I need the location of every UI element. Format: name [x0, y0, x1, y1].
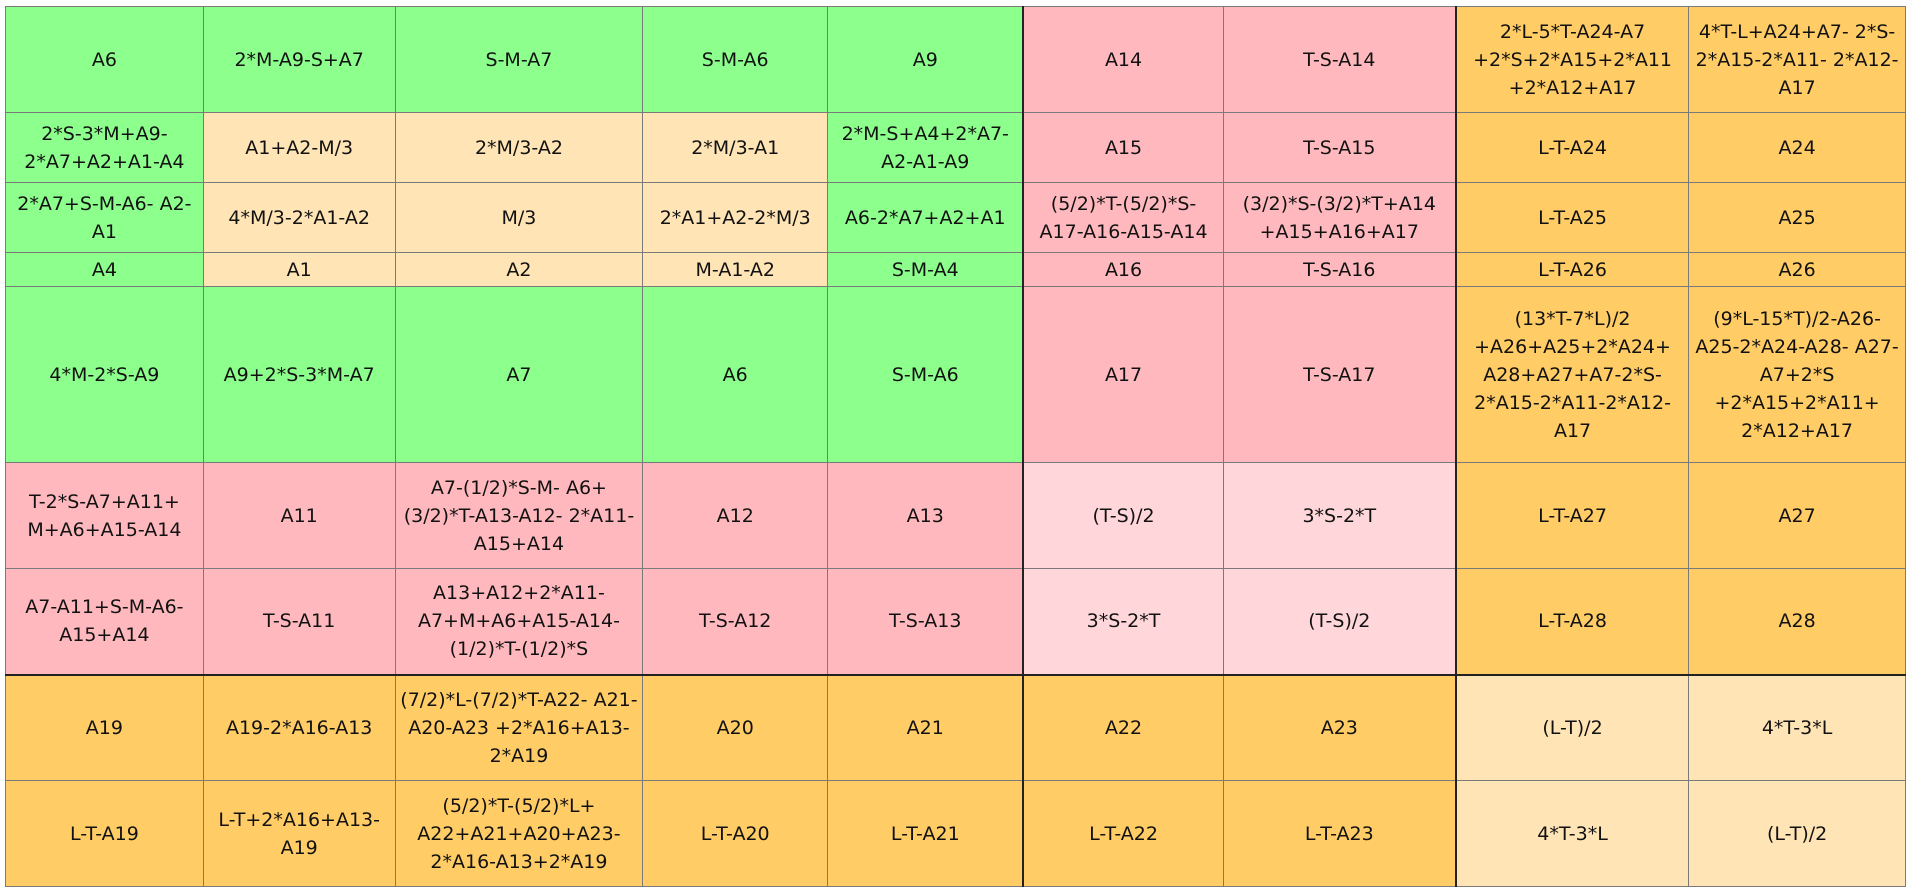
- grid-cell[interactable]: A12: [642, 462, 829, 569]
- table-row: 2*A7+S-M-A6- A2-A1 4*M/3-2*A1-A2 M/3 2*A1+A…: [5, 182, 1906, 253]
- grid-cell[interactable]: 2*M/3-A2: [394, 112, 644, 183]
- grid-cell[interactable]: (7/2)*L-(7/2)*T-A22- A21-A20-A23 +2*A16+…: [394, 673, 644, 781]
- grid-cell[interactable]: A6: [5, 6, 204, 113]
- table-row: A4 A1 A2 M-A1-A2 S-M-A4 A16 T-S-A16 L-T-A26 A26: [5, 252, 1906, 287]
- grid-cell[interactable]: A1+A2-M/3: [202, 112, 396, 183]
- grid-cell[interactable]: L-T-A22: [1022, 780, 1224, 887]
- grid-cell[interactable]: A16: [1022, 252, 1224, 287]
- grid-cell[interactable]: 3*S-2*T: [1022, 568, 1224, 675]
- grid-cell[interactable]: T-S-A15: [1222, 112, 1457, 183]
- grid-cell[interactable]: A23: [1222, 673, 1457, 781]
- grid-cell[interactable]: 2*A7+S-M-A6- A2-A1: [5, 182, 204, 253]
- formula-grid: A6 2*M-A9-S+A7 S-M-A7 S-M-A6 A9 A14 T-S-A14 2*L…: [5, 6, 1906, 887]
- table-row: A6 2*M-A9-S+A7 S-M-A7 S-M-A6 A9 A14 T-S-A14 2*L…: [5, 6, 1906, 113]
- grid-cell[interactable]: M/3: [394, 182, 644, 253]
- grid-cell[interactable]: A21: [827, 673, 1024, 781]
- grid-cell[interactable]: A13+A12+2*A11- A7+M+A6+A15-A14- (1/2)*T-…: [394, 568, 644, 675]
- grid-cell[interactable]: L-T+2*A16+A13- A19: [202, 780, 396, 887]
- grid-cell[interactable]: 4*T-3*L: [1688, 673, 1906, 781]
- grid-cell[interactable]: S-M-A7: [394, 6, 644, 113]
- grid-cell[interactable]: A27: [1688, 462, 1906, 569]
- grid-cell[interactable]: L-T-A27: [1454, 462, 1690, 569]
- grid-cell[interactable]: (13*T-7*L)/2 +A26+A25+2*A24+ A28+A27+A7-…: [1454, 286, 1690, 463]
- grid-cell[interactable]: 2*S-3*M+A9- 2*A7+A2+A1-A4: [5, 112, 204, 183]
- grid-cell[interactable]: 2*M/3-A1: [642, 112, 829, 183]
- table-row: 2*S-3*M+A9- 2*A7+A2+A1-A4 A1+A2-M/3 2*M/3-…: [5, 112, 1906, 183]
- grid-cell[interactable]: L-T-A21: [827, 780, 1024, 887]
- table-row: T-2*S-A7+A11+ M+A6+A15-A14 A11 A7-(1/2)*S-…: [5, 462, 1906, 569]
- table-row: A7-A11+S-M-A6- A15+A14 T-S-A11 A13+A12+2*A…: [5, 568, 1906, 675]
- grid-cell[interactable]: (L-T)/2: [1688, 780, 1906, 887]
- grid-cell[interactable]: 2*M-A9-S+A7: [202, 6, 396, 113]
- grid-cell[interactable]: 4*M/3-2*A1-A2: [202, 182, 396, 253]
- grid-cell[interactable]: (5/2)*T-(5/2)*L+ A22+A21+A20+A23- 2*A16-…: [394, 780, 644, 887]
- grid-cell[interactable]: L-T-A19: [5, 780, 204, 887]
- grid-cell[interactable]: A24: [1688, 112, 1906, 183]
- grid-cell[interactable]: A17: [1022, 286, 1224, 463]
- grid-cell[interactable]: A7-A11+S-M-A6- A15+A14: [5, 568, 204, 675]
- grid-cell[interactable]: A26: [1688, 252, 1906, 287]
- grid-cell[interactable]: A15: [1022, 112, 1224, 183]
- grid-cell[interactable]: A28: [1688, 568, 1906, 675]
- grid-cell[interactable]: (3/2)*S-(3/2)*T+A14 +A15+A16+A17: [1222, 182, 1457, 253]
- grid-cell[interactable]: (9*L-15*T)/2-A26- A25-2*A24-A28- A27-A7+…: [1688, 286, 1906, 463]
- grid-cell[interactable]: A19: [5, 673, 204, 781]
- table-row: L-T-A19 L-T+2*A16+A13- A19 (5/2)*T-(5/2)*L…: [5, 780, 1906, 887]
- grid-cell[interactable]: (L-T)/2: [1454, 673, 1690, 781]
- grid-cell[interactable]: T-2*S-A7+A11+ M+A6+A15-A14: [5, 462, 204, 569]
- grid-cell[interactable]: L-T-A28: [1454, 568, 1690, 675]
- grid-cell[interactable]: 2*L-5*T-A24-A7 +2*S+2*A15+2*A11 +2*A12+A…: [1454, 6, 1690, 113]
- grid-cell[interactable]: M-A1-A2: [642, 252, 829, 287]
- grid-cell[interactable]: A13: [827, 462, 1024, 569]
- grid-cell[interactable]: A7-(1/2)*S-M- A6+(3/2)*T-A13-A12- 2*A11-…: [394, 462, 644, 569]
- grid-cell[interactable]: T-S-A13: [827, 568, 1024, 675]
- table-row: 4*M-2*S-A9 A9+2*S-3*M-A7 A7 A6 S-M-A6 A17 T-S-…: [5, 286, 1906, 463]
- grid-cell[interactable]: S-M-A6: [827, 286, 1024, 463]
- grid-cell[interactable]: A6-2*A7+A2+A1: [827, 182, 1024, 253]
- grid-cell[interactable]: T-S-A12: [642, 568, 829, 675]
- grid-cell[interactable]: L-T-A24: [1454, 112, 1690, 183]
- grid-cell[interactable]: L-T-A26: [1454, 252, 1690, 287]
- grid-cell[interactable]: T-S-A17: [1222, 286, 1457, 463]
- grid-cell[interactable]: A7: [394, 286, 644, 463]
- grid-cell[interactable]: T-S-A11: [202, 568, 396, 675]
- grid-cell[interactable]: A11: [202, 462, 396, 569]
- grid-cell[interactable]: A1: [202, 252, 396, 287]
- grid-cell[interactable]: A6: [642, 286, 829, 463]
- grid-cell[interactable]: 4*M-2*S-A9: [5, 286, 204, 463]
- grid-cell[interactable]: 2*M-S+A4+2*A7- A2-A1-A9: [827, 112, 1024, 183]
- grid-cell[interactable]: A20: [642, 673, 829, 781]
- grid-cell[interactable]: (T-S)/2: [1022, 462, 1224, 569]
- grid-cell[interactable]: 4*T-L+A24+A7- 2*S-2*A15-2*A11- 2*A12-A17: [1688, 6, 1906, 113]
- grid-cell[interactable]: L-T-A20: [642, 780, 829, 887]
- grid-cell[interactable]: A14: [1022, 6, 1224, 113]
- grid-cell[interactable]: A19-2*A16-A13: [202, 673, 396, 781]
- table-row: A19 A19-2*A16-A13 (7/2)*L-(7/2)*T-A22- A21…: [5, 673, 1906, 781]
- grid-cell[interactable]: 3*S-2*T: [1222, 462, 1457, 569]
- grid-cell[interactable]: S-M-A4: [827, 252, 1024, 287]
- grid-cell[interactable]: S-M-A6: [642, 6, 829, 113]
- grid-cell[interactable]: 2*A1+A2-2*M/3: [642, 182, 829, 253]
- grid-cell[interactable]: A9: [827, 6, 1024, 113]
- grid-cell[interactable]: T-S-A16: [1222, 252, 1457, 287]
- grid-cell[interactable]: T-S-A14: [1222, 6, 1457, 113]
- grid-cell[interactable]: (5/2)*T-(5/2)*S- A17-A16-A15-A14: [1022, 182, 1224, 253]
- grid-cell[interactable]: A2: [394, 252, 644, 287]
- grid-cell[interactable]: A4: [5, 252, 204, 287]
- grid-cell[interactable]: A22: [1022, 673, 1224, 781]
- grid-cell[interactable]: L-T-A23: [1222, 780, 1457, 887]
- grid-cell[interactable]: (T-S)/2: [1222, 568, 1457, 675]
- grid-cell[interactable]: 4*T-3*L: [1454, 780, 1690, 887]
- grid-cell[interactable]: A25: [1688, 182, 1906, 253]
- grid-cell[interactable]: A9+2*S-3*M-A7: [202, 286, 396, 463]
- grid-cell[interactable]: L-T-A25: [1454, 182, 1690, 253]
